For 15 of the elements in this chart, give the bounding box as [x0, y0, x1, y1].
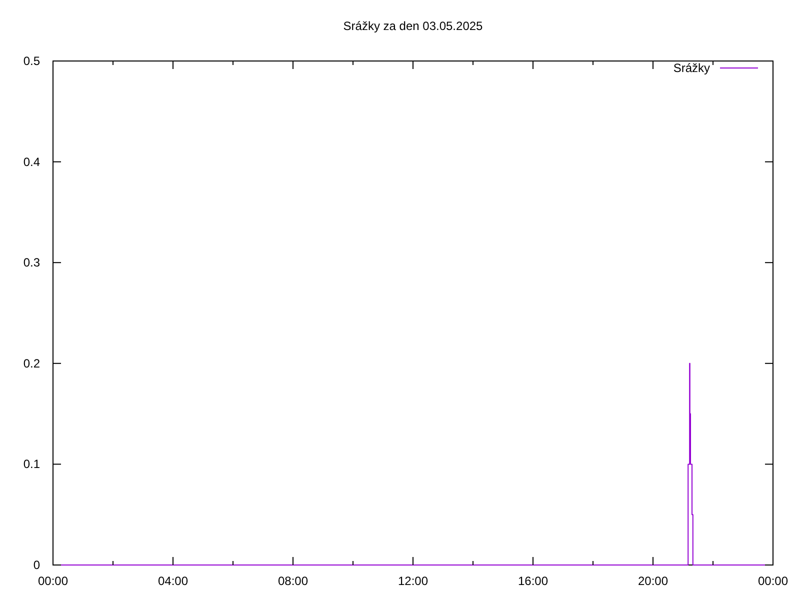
y-tick-label: 0.3 [23, 256, 40, 270]
y-tick-label: 0.1 [23, 457, 40, 472]
text: Srážky [673, 61, 710, 75]
y-tick-label: 0.2 [23, 356, 40, 370]
x-tick-label: 04:00 [158, 574, 188, 588]
x-tick-label: 16:00 [518, 574, 548, 588]
chart-title: Srážky za den 03.05.2025 [343, 19, 484, 33]
x-tick-label: 12:00 [398, 574, 428, 588]
x-tick-label: 20:00 [638, 574, 668, 588]
x-tick-label: 08:00 [278, 574, 308, 588]
y-tick-label: 0.5 [23, 54, 40, 68]
x-tick-label: 00:00 [758, 574, 788, 588]
y-tick-label: 0 [33, 558, 40, 572]
y-tick-label: 0.4 [23, 154, 40, 169]
x-tick-label: 00:00 [38, 574, 68, 588]
